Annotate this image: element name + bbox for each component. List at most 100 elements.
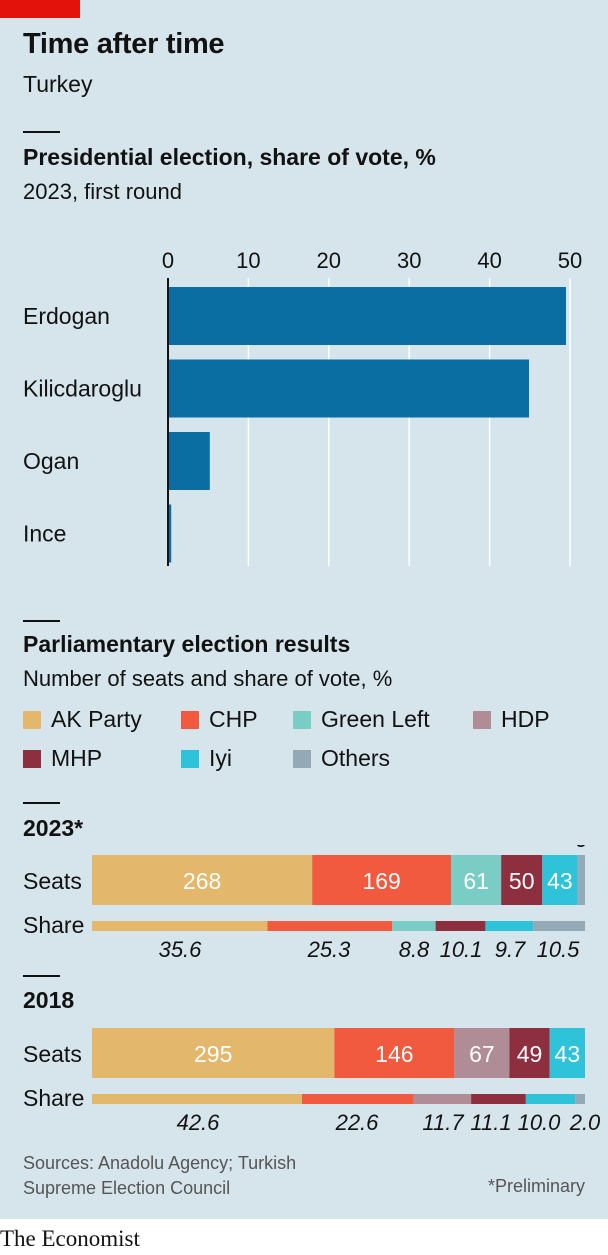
row-label-seats: Seats — [23, 1041, 82, 1067]
legend-item-chp: CHP — [181, 706, 258, 733]
legend-swatch — [473, 710, 491, 729]
seat-bar-hdp — [454, 1028, 510, 1078]
legend-item-hdp: HDP — [473, 706, 550, 733]
footer-sources: Sources: Anadolu Agency; Turkish Supreme… — [23, 1153, 297, 1198]
seat-bar-green-left — [451, 855, 502, 905]
bar-kilicdaroglu — [168, 359, 529, 418]
legend-item-others: Others — [293, 745, 390, 772]
bar-ince — [168, 504, 172, 563]
legend-swatch — [293, 749, 311, 768]
section-rule — [23, 131, 60, 133]
section-rule — [23, 620, 60, 622]
legend-label: CHP — [209, 706, 258, 732]
bar-ogan — [168, 432, 210, 490]
legend-swatch — [23, 710, 41, 729]
legend-label: MHP — [51, 745, 103, 771]
share-bar-others — [575, 1094, 585, 1104]
tick-label: 30 — [397, 248, 421, 273]
seat-bar-chp — [312, 855, 452, 905]
share-value-label: 10.0 — [518, 1110, 562, 1135]
category-label: Kilicdaroglu — [23, 376, 142, 402]
tick-label: 20 — [317, 248, 341, 273]
share-value-label: 11.7 — [422, 1110, 464, 1135]
legend-label: AK Party — [51, 706, 142, 732]
share-value-label: 42.6 — [177, 1110, 221, 1135]
seat-bar-mhp — [501, 855, 543, 905]
row-label-seats: Seats — [23, 868, 82, 894]
seat-bar-iyi — [549, 1028, 585, 1078]
brand-bar — [0, 1219, 608, 1255]
legend-label: HDP — [501, 706, 550, 732]
share-value-label: 10.5 — [537, 937, 581, 962]
seat-value-label: 43 — [555, 1041, 581, 1067]
year-label-2018: 2018 — [23, 987, 75, 1013]
seat-value-label: 50 — [509, 868, 535, 894]
seat-bar-ak-party — [92, 855, 313, 905]
presidential-subtitle: 2023, first round — [23, 179, 182, 204]
share-value-label: 2.0 — [569, 1110, 601, 1135]
category-label: Ince — [23, 521, 66, 547]
share-bar-mhp — [435, 921, 486, 931]
seat-value-label: 169 — [362, 868, 400, 894]
presidential-bar-chart: 0 10 20 30 40 50 Erdogan Kilicdaroglu Ogan Ince — [23, 248, 582, 566]
seat-value-label: 43 — [547, 868, 573, 894]
section-rule — [23, 975, 60, 977]
legend-label: Others — [321, 745, 391, 771]
seat-bar-ak-party — [92, 1028, 335, 1078]
parliament-2018-chart: Seats Share 295 146 67 49 43 42.6 22.6 11.7 11.1 10… — [23, 1028, 601, 1135]
tick-label: 10 — [236, 248, 260, 273]
presidential-title: Presidential election, share of vote, % — [23, 144, 436, 170]
legend-label: Green Left — [321, 706, 430, 732]
share-value-label: 9.7 — [495, 937, 526, 962]
legend-item-green-left: Green Left — [293, 706, 430, 733]
seat-value-label: 146 — [375, 1041, 413, 1067]
tick-label: 50 — [558, 248, 582, 273]
seat-value-label: 268 — [183, 868, 221, 894]
row-label-share: Share — [23, 1085, 84, 1111]
seat-value-label: 49 — [517, 1041, 543, 1067]
seat-value-label: 9 — [575, 845, 588, 852]
legend-item-mhp: MHP — [23, 745, 102, 772]
share-value-label: 22.6 — [335, 1110, 380, 1135]
share-value-label: 10.1 — [440, 937, 483, 962]
legend-swatch — [181, 710, 199, 729]
tick-label: 40 — [477, 248, 501, 273]
seat-bar-mhp — [509, 1028, 550, 1078]
bar-erdogan — [168, 287, 566, 345]
legend-swatch — [293, 710, 311, 729]
legend-item-ak-party: AK Party — [23, 706, 142, 733]
share-value-label: 25.3 — [307, 937, 352, 962]
year-label-2023: 2023* — [23, 815, 84, 841]
category-label: Erdogan — [23, 303, 110, 329]
legend-item-iyi: Iyi — [181, 745, 232, 772]
legend-swatch — [181, 749, 199, 768]
parliament-subtitle: Number of seats and share of vote, % — [23, 666, 393, 691]
chart-title: Time after time — [23, 28, 225, 60]
share-bar-iyi — [485, 921, 534, 931]
share-bar-hdp — [413, 1094, 472, 1104]
share-bar-mhp — [471, 1094, 526, 1104]
category-label: Ogan — [23, 448, 79, 474]
share-bar-chp — [267, 921, 393, 931]
share-bar-iyi — [525, 1094, 576, 1104]
footer-note: *Preliminary — [487, 1176, 585, 1196]
share-bar-ak-party — [92, 1094, 303, 1104]
share-value-label: 11.1 — [470, 1110, 511, 1135]
seat-value-label: 295 — [194, 1041, 232, 1067]
share-value-label: 35.6 — [159, 937, 203, 962]
legend-swatch — [23, 749, 41, 768]
parliament-title: Parliamentary election results — [23, 631, 351, 657]
share-bar-green-left — [392, 921, 436, 931]
row-label-share: Share — [23, 912, 84, 938]
share-value-label: 8.8 — [399, 937, 430, 962]
legend-label: Iyi — [209, 745, 232, 771]
section-rule — [23, 802, 60, 804]
share-bar-chp — [302, 1094, 414, 1104]
seat-bar-iyi — [542, 855, 578, 905]
brand-red-tag — [0, 0, 80, 18]
seat-value-label: 61 — [463, 868, 489, 894]
tick-label: 0 — [162, 248, 174, 273]
chart-subtitle: Turkey — [23, 71, 93, 97]
brand-name: The Economist — [0, 1226, 140, 1251]
